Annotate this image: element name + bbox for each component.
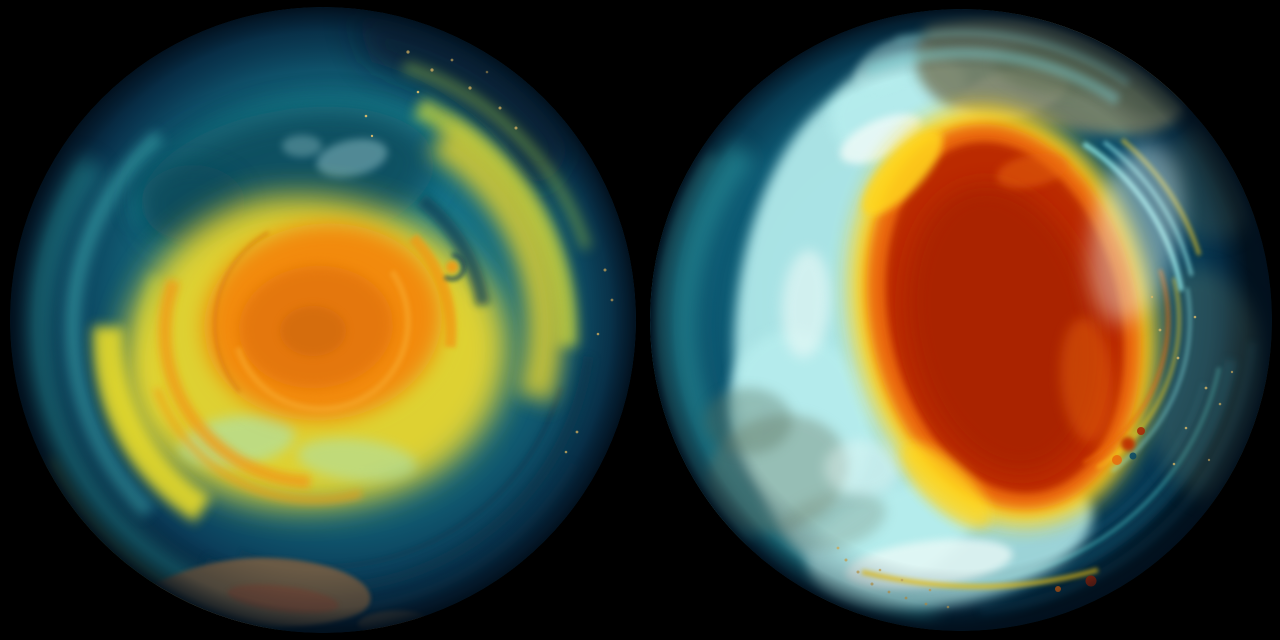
red-speck-top bbox=[1141, 9, 1151, 14]
left-limb-shading bbox=[10, 7, 636, 633]
right-globe-ozone-hole bbox=[650, 9, 1272, 631]
right-limb-shading bbox=[650, 9, 1272, 631]
left-globe-polar-vortex bbox=[10, 7, 636, 633]
